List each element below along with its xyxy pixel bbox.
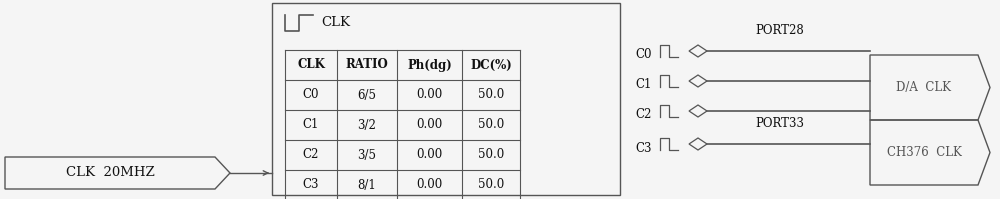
Text: Ph(dg): Ph(dg)	[407, 59, 452, 71]
Text: 0.00: 0.00	[416, 148, 443, 162]
Text: C2: C2	[303, 148, 319, 162]
Text: PORT33: PORT33	[756, 117, 804, 130]
Text: C0: C0	[303, 89, 319, 101]
Text: DC(%): DC(%)	[470, 59, 512, 71]
Text: C0: C0	[635, 49, 652, 61]
Text: 0.00: 0.00	[416, 179, 443, 191]
Text: RATIO: RATIO	[346, 59, 388, 71]
Text: D/A  CLK: D/A CLK	[896, 81, 952, 94]
Text: PORT28: PORT28	[756, 24, 804, 37]
Text: CLK  20MHZ: CLK 20MHZ	[66, 167, 154, 179]
Text: 0.00: 0.00	[416, 118, 443, 132]
Bar	[272, 3, 620, 195]
Text: C3: C3	[635, 141, 652, 154]
Text: 0.00: 0.00	[416, 89, 443, 101]
Text: 3/5: 3/5	[358, 148, 376, 162]
Text: 8/1: 8/1	[358, 179, 376, 191]
Text: CLK: CLK	[321, 17, 350, 29]
Text: C1: C1	[635, 78, 651, 92]
Text: C2: C2	[635, 108, 651, 122]
Text: 50.0: 50.0	[478, 179, 504, 191]
Text: 6/5: 6/5	[358, 89, 376, 101]
Text: C1: C1	[303, 118, 319, 132]
Text: 50.0: 50.0	[478, 118, 504, 132]
Text: 3/2: 3/2	[358, 118, 376, 132]
Text: CH376  CLK: CH376 CLK	[887, 146, 961, 159]
Text: 50.0: 50.0	[478, 148, 504, 162]
Text: CLK: CLK	[297, 59, 325, 71]
Text: C3: C3	[303, 179, 319, 191]
Text: 50.0: 50.0	[478, 89, 504, 101]
